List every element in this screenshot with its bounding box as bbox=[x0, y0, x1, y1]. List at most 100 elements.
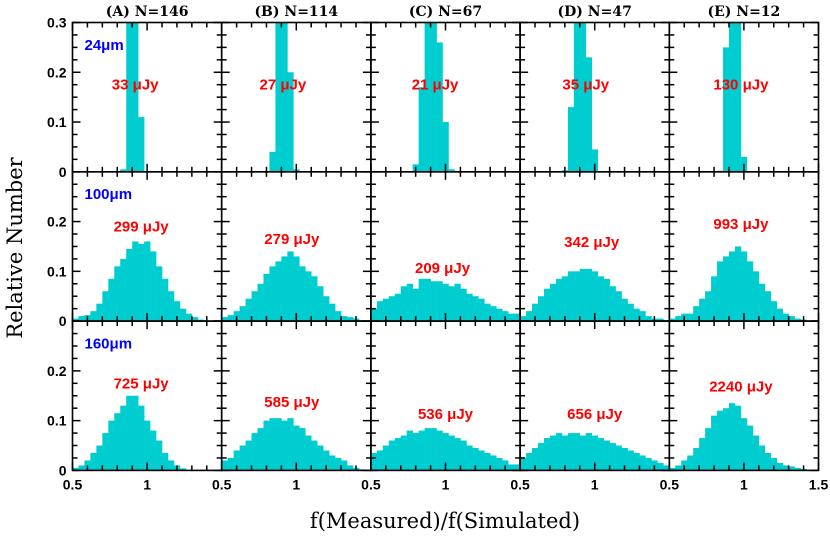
histogram-bar bbox=[120, 258, 127, 322]
histogram-bar bbox=[239, 445, 246, 471]
histogram-bar bbox=[567, 433, 575, 471]
flux-label: 536 μJy bbox=[418, 406, 474, 423]
histogram-bar bbox=[621, 298, 628, 322]
histogram-bar bbox=[579, 435, 587, 471]
histogram-bar bbox=[406, 283, 413, 322]
histogram-bar bbox=[549, 435, 557, 471]
histogram-bar bbox=[609, 286, 616, 322]
histogram-bar bbox=[78, 316, 85, 322]
histogram-bar bbox=[436, 42, 443, 172]
histogram-bar bbox=[448, 286, 455, 322]
histogram-bar bbox=[90, 311, 97, 322]
histogram-bar bbox=[221, 317, 228, 322]
histogram-bar bbox=[752, 435, 760, 471]
histogram-bar bbox=[758, 445, 766, 471]
histogram-bar bbox=[496, 457, 503, 471]
histogram-bar bbox=[156, 440, 163, 471]
histogram-bar bbox=[466, 445, 473, 471]
x-tick-label: 0.5 bbox=[212, 476, 232, 492]
histogram-bar bbox=[669, 467, 676, 471]
histogram-bar bbox=[705, 291, 712, 322]
histogram-bar bbox=[400, 435, 408, 471]
histogram-bar bbox=[305, 435, 312, 471]
histogram-bar bbox=[746, 261, 754, 322]
panel-frame bbox=[668, 21, 820, 173]
histogram-bar bbox=[436, 281, 443, 322]
histogram-bar bbox=[221, 460, 228, 471]
panel-frame bbox=[220, 21, 372, 173]
histogram-bar bbox=[496, 308, 503, 322]
histogram-bar bbox=[281, 420, 288, 471]
histogram-bar bbox=[275, 261, 282, 322]
histogram-bar bbox=[424, 428, 431, 471]
histogram-bar bbox=[400, 286, 408, 322]
flux-label: 279 μJy bbox=[264, 231, 320, 248]
histogram-bar bbox=[514, 464, 521, 471]
histogram-bar bbox=[275, 22, 282, 172]
histogram-bar bbox=[645, 316, 652, 322]
column-title: (E) N=12 bbox=[707, 4, 780, 20]
histogram-bar bbox=[227, 457, 234, 471]
histogram-bar bbox=[126, 22, 133, 172]
histogram-bar bbox=[406, 430, 413, 471]
histogram-bar bbox=[478, 450, 485, 471]
histogram-bar bbox=[108, 420, 115, 471]
histogram-bar bbox=[311, 276, 318, 322]
histogram-bar bbox=[543, 288, 551, 322]
histogram-bar bbox=[758, 283, 766, 322]
histogram-bar bbox=[323, 450, 330, 471]
histogram-bar bbox=[770, 301, 778, 322]
histogram-bar bbox=[645, 457, 652, 471]
histogram-bar bbox=[573, 271, 581, 322]
histogram-bar bbox=[723, 256, 730, 322]
x-tick-label: 1 bbox=[591, 476, 599, 492]
histogram-bar bbox=[609, 443, 616, 471]
histogram-bar bbox=[144, 420, 151, 471]
flux-label: 35 μJy bbox=[562, 77, 609, 94]
band-label: 160μm bbox=[85, 335, 133, 352]
histogram-bar bbox=[430, 281, 437, 322]
histogram-bar bbox=[573, 22, 581, 172]
histogram-bar bbox=[567, 107, 575, 172]
histogram-bar bbox=[269, 418, 276, 471]
histogram-bar bbox=[227, 315, 234, 322]
histogram-bar bbox=[669, 318, 676, 322]
histogram-bar bbox=[376, 301, 384, 322]
histogram-bar bbox=[126, 248, 133, 322]
histogram-bar bbox=[299, 428, 306, 471]
histogram-bar bbox=[370, 308, 378, 322]
histogram-bar bbox=[102, 433, 109, 471]
histogram-bar bbox=[162, 278, 169, 322]
histogram-bar bbox=[72, 467, 79, 471]
flux-label: 2240 μJy bbox=[709, 378, 773, 395]
histogram-bar bbox=[138, 243, 145, 322]
histogram-bar bbox=[687, 455, 694, 471]
histogram-bar bbox=[424, 22, 431, 172]
histogram-bar bbox=[543, 438, 551, 471]
flux-label: 585 μJy bbox=[264, 394, 320, 411]
histogram-bar bbox=[430, 22, 437, 172]
histogram-bar bbox=[179, 468, 187, 471]
histogram-bar bbox=[561, 435, 569, 471]
histogram-bar bbox=[627, 303, 634, 322]
histogram-bar bbox=[430, 428, 437, 471]
histogram-bar bbox=[699, 298, 706, 322]
histogram-bar bbox=[615, 445, 622, 471]
x-tick-label: 1 bbox=[442, 476, 450, 492]
histogram-bar bbox=[442, 122, 449, 172]
histogram-bar bbox=[460, 440, 467, 471]
histogram-bar bbox=[299, 266, 306, 322]
histogram-bar bbox=[764, 452, 772, 471]
flux-label: 725 μJy bbox=[114, 375, 170, 392]
histogram-bar bbox=[639, 311, 646, 322]
histogram-bar bbox=[466, 293, 473, 322]
histogram-bar bbox=[585, 433, 593, 471]
histogram-bar bbox=[275, 418, 282, 471]
histogram-bar bbox=[448, 435, 455, 471]
flux-label: 299 μJy bbox=[114, 219, 170, 236]
y-axis-title: Relative Number bbox=[3, 156, 27, 338]
histogram-bar bbox=[448, 169, 455, 172]
x-tick-label: 1 bbox=[143, 476, 151, 492]
histogram-bar bbox=[162, 452, 169, 471]
